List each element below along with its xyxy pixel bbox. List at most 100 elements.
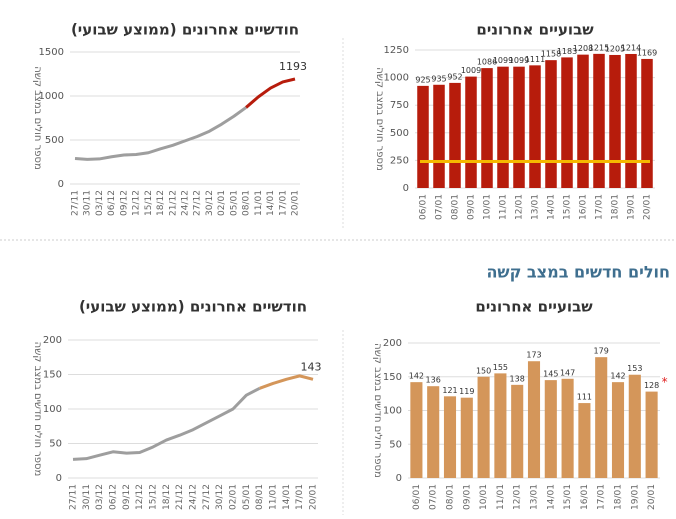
x-tick-label: 21/12	[175, 484, 185, 510]
x-tick-label: 27/12	[202, 484, 212, 510]
x-tick-label: 07/01	[435, 194, 445, 220]
x-tick-label: 13/01	[530, 484, 540, 510]
data-label: 1009	[461, 66, 481, 75]
y-tick-label: 0	[396, 473, 402, 484]
bar	[477, 376, 490, 478]
x-tick-label: 09/01	[467, 194, 477, 220]
bar	[481, 68, 493, 188]
y-tick-label: 50	[389, 439, 402, 450]
x-tick-label: 16/01	[580, 484, 590, 510]
x-tick-label: 12/12	[135, 484, 145, 510]
bar	[465, 76, 477, 188]
x-tick-label: 14/01	[547, 194, 557, 220]
x-tick-label: 05/01	[229, 190, 239, 216]
bar	[577, 54, 589, 189]
section-heading: חולים חדשים במצב קשה	[486, 263, 670, 282]
bar	[513, 66, 525, 188]
data-label: 1086	[477, 58, 497, 67]
x-tick-label: 18/01	[614, 484, 624, 510]
x-tick-label: 17/01	[595, 194, 605, 220]
x-tick-label: 17/01	[278, 190, 288, 216]
y-axis-label: מספר חולים חדשים במצב קשה	[32, 342, 43, 477]
bar	[578, 403, 591, 478]
x-tick-label: 07/01	[429, 484, 439, 510]
chart-title: שבועיים אחרונים	[475, 298, 593, 316]
data-label: 150	[476, 366, 491, 375]
bar	[561, 57, 573, 188]
x-tick-label: 27/11	[69, 484, 79, 510]
bar	[595, 357, 608, 478]
y-tick-label: 200	[43, 335, 62, 346]
data-label: 138	[510, 374, 525, 383]
bar	[545, 60, 557, 188]
x-tick-label: 15/12	[149, 484, 159, 510]
x-tick-label: 15/01	[563, 194, 573, 220]
bar	[433, 84, 445, 188]
bar	[449, 82, 461, 188]
x-tick-label: 14/01	[546, 484, 556, 510]
x-tick-label: 18/12	[162, 484, 172, 510]
x-tick-label: 15/12	[144, 190, 154, 216]
y-tick-label: 250	[390, 155, 409, 166]
y-tick-label: 1250	[384, 45, 409, 56]
data-label: 145	[543, 370, 558, 379]
x-tick-label: 10/01	[479, 484, 489, 510]
line	[245, 77, 296, 109]
x-tick-label: 27/12	[193, 190, 203, 216]
x-tick-label: 21/12	[168, 190, 178, 216]
bar	[427, 386, 440, 478]
y-axis-label: מספר חולים חדשים במצב קשה	[372, 343, 383, 478]
x-tick-label: 06/12	[109, 484, 119, 510]
data-label: 1099	[493, 56, 513, 65]
data-label: 1158	[541, 50, 561, 59]
data-label: 1215	[589, 43, 609, 52]
x-tick-label: 12/01	[515, 194, 525, 220]
bar	[593, 53, 605, 188]
y-tick-label: 500	[390, 128, 409, 139]
y-tick-label: 750	[390, 100, 409, 111]
y-axis-label: מספר חולים במצב קשה	[32, 66, 43, 170]
data-label: 142	[610, 372, 625, 381]
x-tick-label: 06/01	[412, 484, 422, 510]
x-tick-label: 18/12	[156, 190, 166, 216]
end-label: 1193	[279, 60, 307, 73]
bar	[511, 384, 524, 478]
bar	[497, 66, 509, 188]
x-tick-label: 08/01	[451, 194, 461, 220]
x-tick-label: 12/12	[132, 190, 142, 216]
y-tick-label: 500	[45, 135, 64, 146]
bar	[460, 397, 473, 478]
y-tick-label: 0	[403, 183, 409, 194]
x-tick-label: 06/01	[419, 194, 429, 220]
x-tick-label: 30/12	[205, 190, 215, 216]
chart-title: חודשיים אחרונים (ממוצע שבועי)	[71, 21, 299, 39]
x-tick-label: 20/01	[647, 484, 657, 510]
x-tick-label: 13/01	[531, 194, 541, 220]
x-tick-label: 20/01	[309, 484, 319, 510]
y-tick-label: 0	[56, 473, 62, 484]
data-label: 179	[594, 347, 609, 356]
x-tick-label: 09/12	[119, 190, 129, 216]
data-label: 1111	[525, 55, 545, 64]
y-axis-label: מספר חולים במצב קשה	[374, 67, 385, 171]
data-label: 136	[426, 376, 441, 385]
chart-title: שבועיים אחרונים	[476, 21, 594, 39]
x-tick-label: 24/12	[189, 484, 199, 510]
end-label: 143	[301, 360, 322, 373]
x-tick-label: 30/11	[83, 190, 93, 216]
bar	[645, 391, 658, 478]
y-tick-label: 50	[49, 439, 62, 450]
x-tick-label: 03/12	[95, 190, 105, 216]
bar	[611, 382, 625, 478]
data-label: 111	[577, 393, 592, 402]
data-label: 1183	[557, 47, 577, 56]
line	[74, 106, 247, 161]
bar	[628, 374, 641, 478]
data-label: 128	[644, 381, 659, 390]
y-tick-label: 1500	[39, 47, 64, 58]
data-label: 935	[431, 74, 446, 83]
x-tick-label: 11/01	[254, 190, 264, 216]
x-tick-label: 17/01	[597, 484, 607, 510]
line	[72, 386, 261, 461]
x-tick-label: 14/01	[266, 190, 276, 216]
